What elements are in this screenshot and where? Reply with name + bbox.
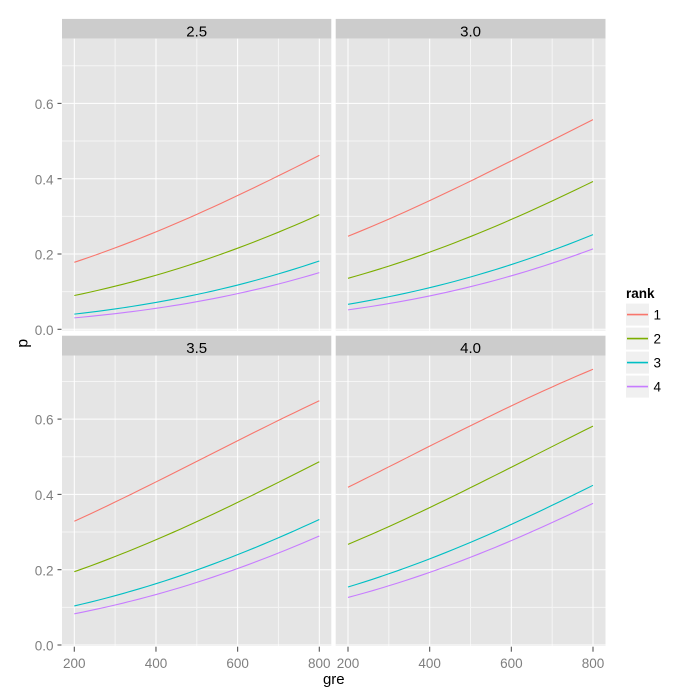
svg-text:0.4: 0.4 <box>35 488 54 503</box>
svg-text:200: 200 <box>63 656 86 671</box>
svg-text:3.5: 3.5 <box>186 340 207 357</box>
svg-text:2.5: 2.5 <box>186 23 207 40</box>
svg-text:0.0: 0.0 <box>35 323 54 338</box>
svg-text:400: 400 <box>145 656 168 671</box>
svg-text:0.2: 0.2 <box>35 248 54 263</box>
svg-text:0.0: 0.0 <box>35 639 54 654</box>
svg-text:600: 600 <box>226 656 249 671</box>
svg-text:0.4: 0.4 <box>35 172 54 187</box>
svg-text:800: 800 <box>582 656 605 671</box>
svg-text:p: p <box>15 339 32 348</box>
svg-text:gre: gre <box>323 671 345 688</box>
svg-text:400: 400 <box>418 656 441 671</box>
svg-text:200: 200 <box>337 656 360 671</box>
svg-text:4: 4 <box>654 379 662 394</box>
svg-text:600: 600 <box>500 656 523 671</box>
svg-text:3: 3 <box>654 355 662 370</box>
svg-text:0.6: 0.6 <box>35 97 54 112</box>
svg-text:0.6: 0.6 <box>35 413 54 428</box>
svg-text:1: 1 <box>654 307 662 322</box>
svg-text:800: 800 <box>308 656 331 671</box>
svg-text:4.0: 4.0 <box>460 340 481 357</box>
svg-text:2: 2 <box>654 331 662 346</box>
svg-text:0.2: 0.2 <box>35 563 54 578</box>
svg-text:rank: rank <box>626 286 655 301</box>
svg-text:3.0: 3.0 <box>460 23 481 40</box>
